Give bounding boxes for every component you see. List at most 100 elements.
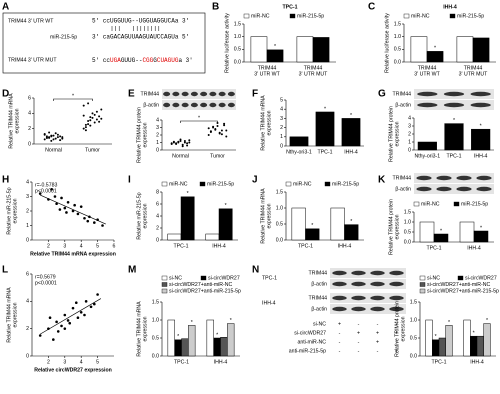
x-tick-label: TRIM44 [304,65,323,71]
x-tick-label: TPC-1 [298,243,313,249]
bar [296,36,314,63]
point [60,196,63,200]
y-tick-label: 2 [156,132,159,138]
y-tick-label: 3 [408,123,411,129]
y-axis-label: Relative luciferase activity [384,13,390,73]
wt-name: TRIM44 3' UTR WT [8,18,54,24]
panel-letter: I [128,175,131,186]
x-tick-label: IHH-4 [470,359,484,365]
point [172,140,175,143]
blot-band [181,102,189,108]
chart-title: TPC-1 [283,4,298,10]
y-axis-label: Relative miR-215-5p [6,187,12,234]
point [45,135,48,138]
significance: * [473,331,475,337]
treatment-sign: - [358,348,360,354]
y-axis-label: Relative TRIM44 mRNA [136,301,142,357]
y-tick-label: 0.0 [410,353,417,359]
y-tick-label: 0.5 [234,47,241,53]
blot-band [351,270,366,276]
y-tick-label: 4 [408,115,411,121]
y-tick-label: 2 [26,326,29,332]
legend-label: si-circWDR27+anti-miR-215-5p [427,288,499,294]
point [89,119,92,122]
sequence-segment: GUUG-- [121,57,143,64]
y-axis-label: Relative TRIM44 protein [388,199,394,255]
blot-band [456,175,472,181]
point [74,301,78,305]
bar [456,36,474,63]
y-axis-label: Relative miR-215-5p [136,192,142,239]
stat-label: p<0.0001 [35,280,57,286]
x-tick-label: Normal [172,153,189,159]
blot-band [443,102,465,108]
legend-label: miR-215-5p [297,13,324,19]
point [212,125,215,128]
legend-swatch [413,201,420,207]
point [95,118,98,121]
bar [470,335,478,357]
point [65,211,68,214]
x-axis-label: Relative circWDR27 expression [34,367,112,373]
y-tick-label: 1.0 [404,219,411,225]
significance: * [453,118,455,124]
base-pairing [111,26,160,31]
point [95,110,98,113]
significance: * [486,318,488,324]
point [63,206,67,210]
y-tick-label: 0.5 [394,47,401,53]
blot-band [190,91,198,97]
y-axis-label: expression [394,214,400,239]
point [216,125,219,127]
blot-band [332,270,347,276]
x-tick-label: TPC-1 [174,243,189,249]
stat-label: p<0.0001 [35,188,57,194]
bar [432,339,440,357]
blot-band [163,91,171,97]
y-axis-label: expression [266,110,272,135]
x-tick-label: IHH-4 [467,245,481,251]
y-tick-label: 4 [280,107,283,113]
y-axis-label: expression [394,121,400,146]
significance: * [311,223,313,229]
x-tick-label: 2 [47,243,50,249]
x-tick-label: IHH-4 [338,243,352,249]
point [214,128,217,131]
sequence-segment: CUAGUG [157,57,179,64]
legend-label: si-circWDR27+anti-miR-NC [427,282,491,288]
point [181,145,184,148]
blot-band [200,102,208,108]
y-axis-label: expression [14,108,20,133]
legend-swatch [449,13,456,19]
y-tick-label: 2 [28,126,31,132]
point [48,136,51,139]
point [207,134,210,136]
point [170,142,173,145]
point [220,129,223,132]
legend-swatch [200,275,207,281]
point [76,316,80,320]
point [50,134,53,137]
blot-band [436,175,452,181]
blot-band [227,102,235,108]
bar [410,36,428,63]
y-axis-label: Relative TRIM44 protein [394,301,400,357]
significance: * [230,318,232,324]
y-tick-label: 3 [280,116,283,122]
treatment-label: si-circWDR27 [294,330,326,336]
significance: * [448,320,450,326]
y-tick-label: 2 [280,125,283,131]
bar [291,207,306,241]
treatment-sign: - [377,321,379,327]
legend-swatch [289,13,296,19]
point [43,138,46,141]
legend-swatch [161,282,168,287]
point [59,135,62,138]
blot-background [414,184,494,194]
y-tick-label: 1 [156,140,159,146]
y-tick-label: 2 [26,208,29,214]
point [87,123,90,126]
x-tick-label: 3' UTR WT [414,71,440,77]
x-tick-label: 2 [47,359,50,365]
